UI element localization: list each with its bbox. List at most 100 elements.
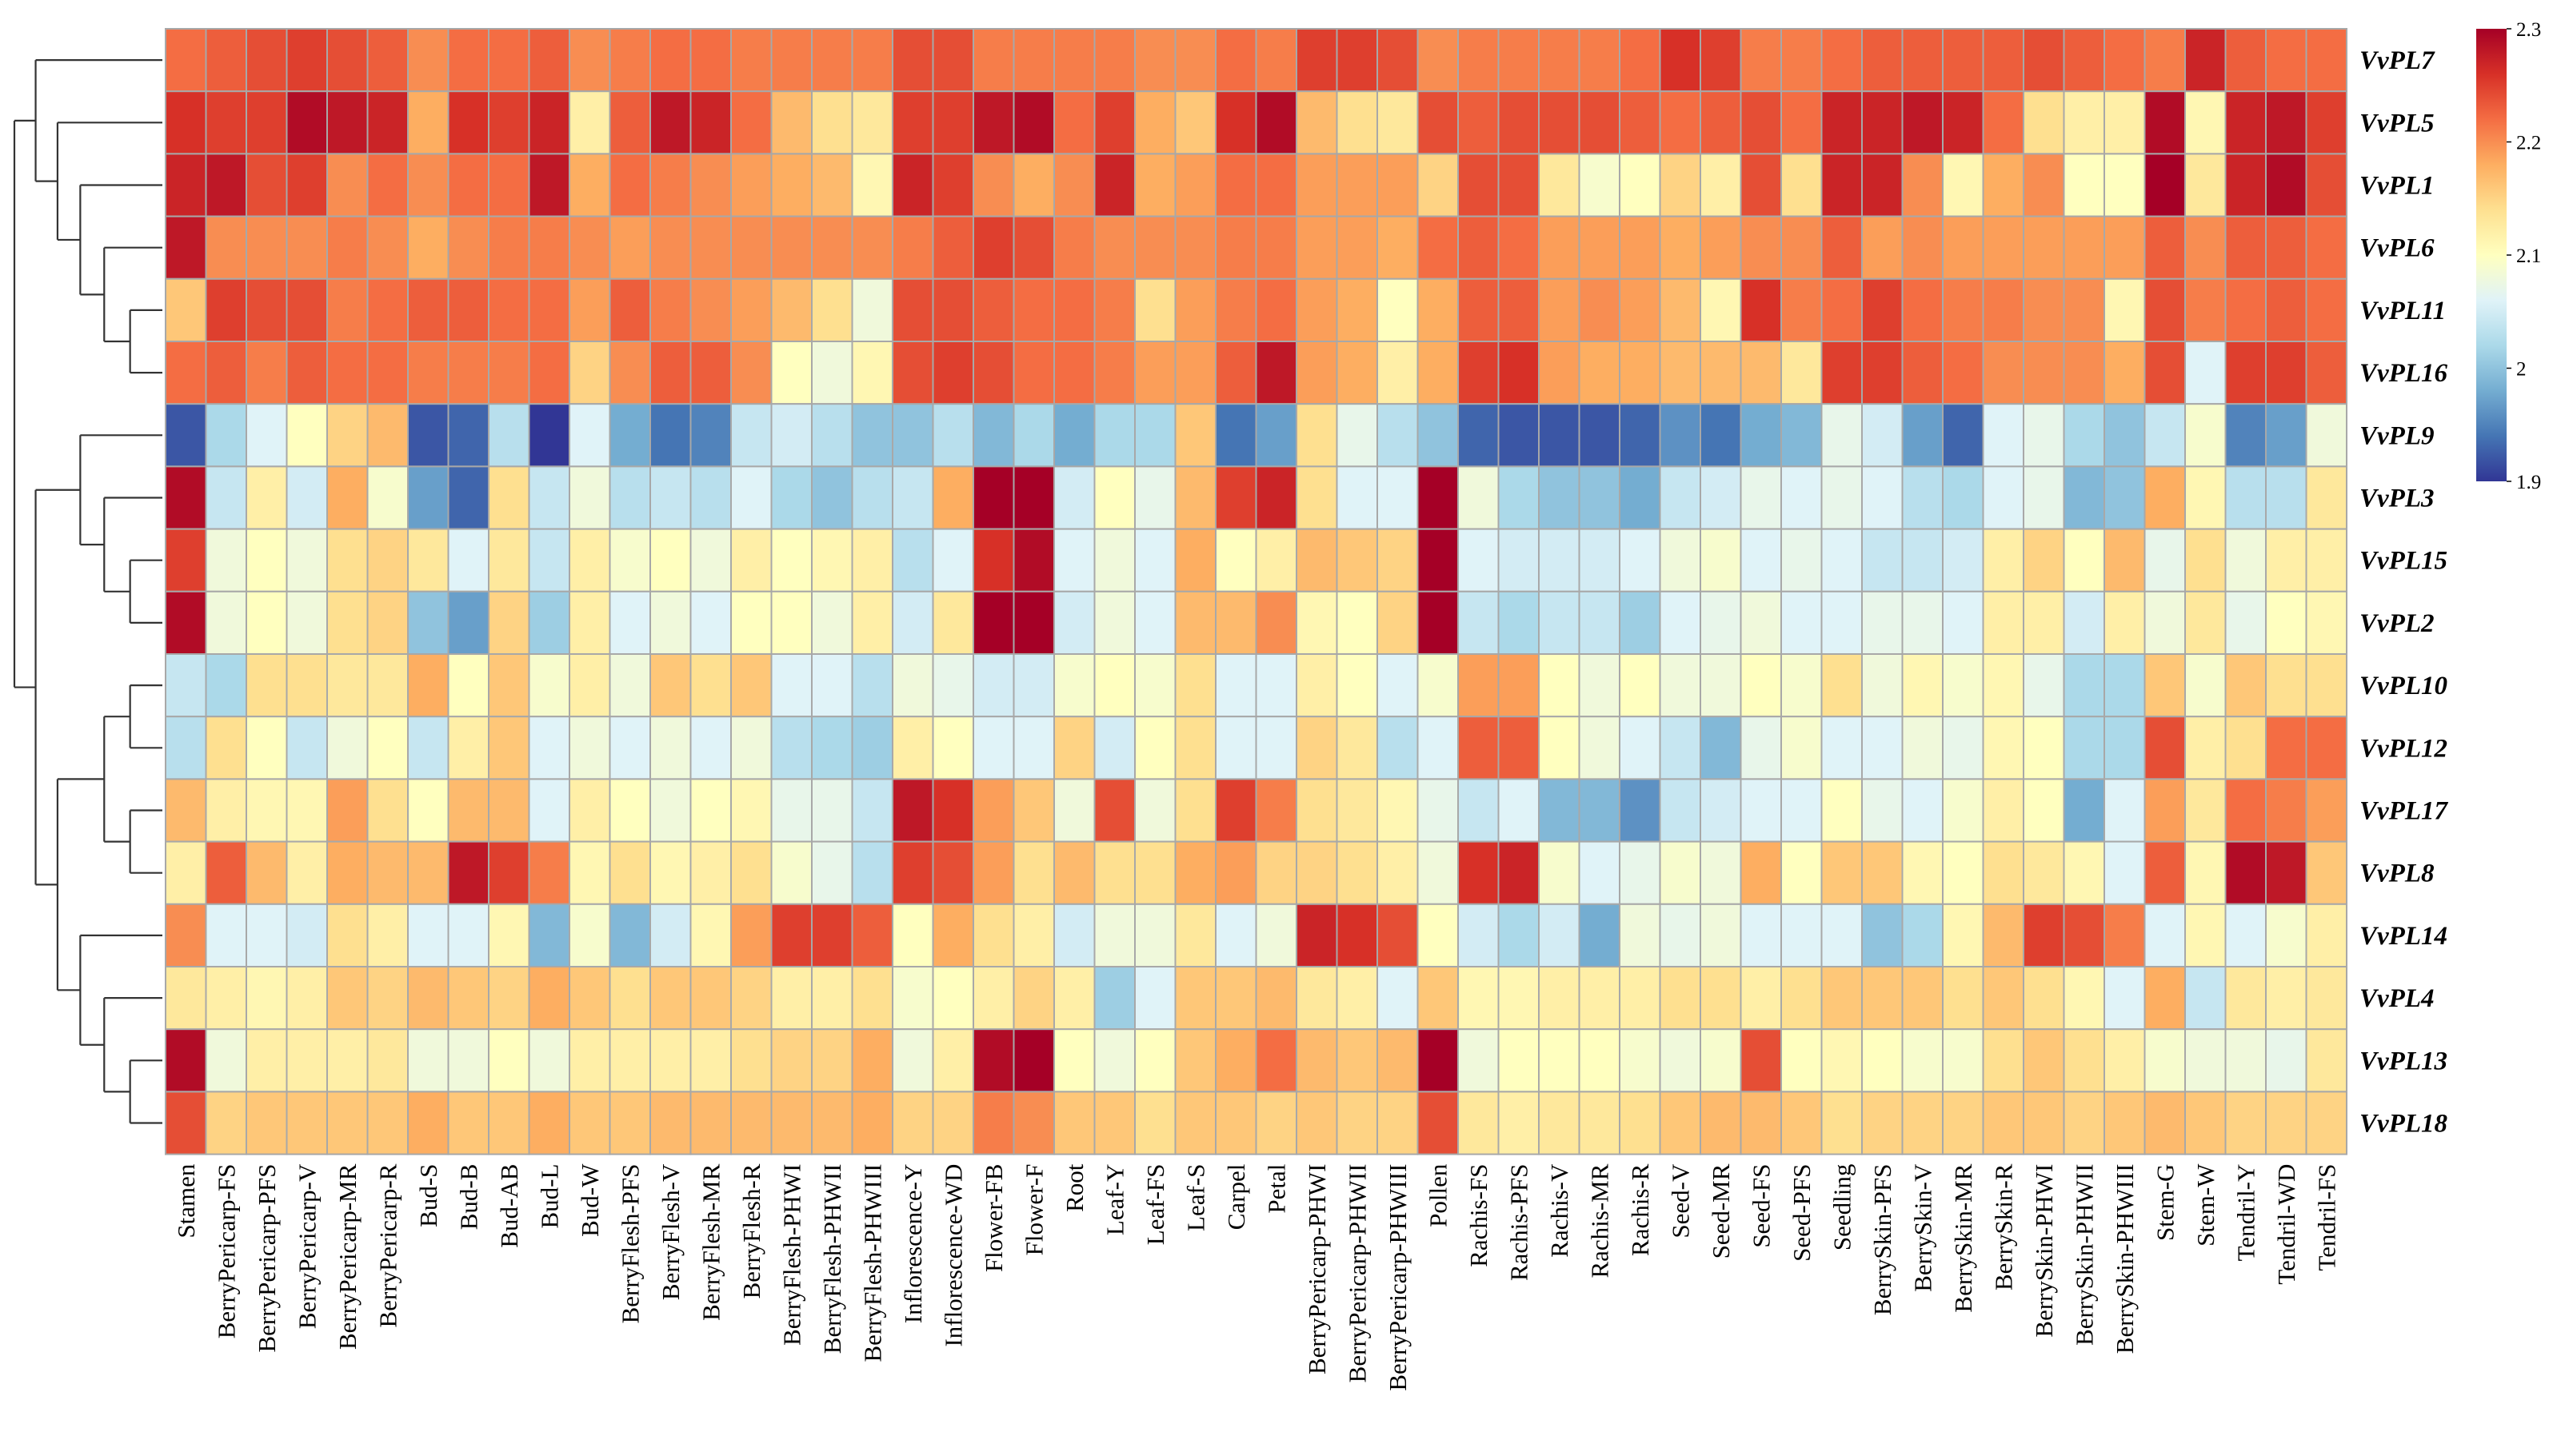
heatmap-cell-VvPL5-BerryFlesh-MR: [689, 90, 732, 155]
heatmap-cell-VvPL14-BerrySkin-PHWI: [2023, 903, 2065, 968]
heatmap-cell-VvPL14-Bud-S: [407, 903, 449, 968]
heatmap-cell-VvPL12-Rachis-PFS: [1497, 716, 1540, 780]
heatmap-cell-VvPL10-BerryFlesh-PHWII: [811, 653, 853, 718]
heatmap-cell-VvPL7-BerryPericarp-PHWIII: [1376, 28, 1419, 93]
column-label-BerryPericarp-PHWIII: BerryPericarp-PHWIII: [1384, 1164, 1412, 1391]
column-label-Rachis-V: Rachis-V: [1545, 1163, 1573, 1258]
heatmap-cell-VvPL15-BerryFlesh-PHWI: [770, 528, 813, 592]
heatmap-cell-VvPL6-BerryPericarp-MR: [326, 215, 369, 280]
heatmap-cell-VvPL18-Seed-FS: [1740, 1091, 1782, 1155]
heatmap-cell-VvPL10-BerryPericarp-PHWIII: [1376, 653, 1419, 718]
heatmap-cell-VvPL5-BerrySkin-PFS: [1861, 90, 1904, 155]
heatmap-cell-VvPL7-BerrySkin-MR: [1942, 28, 1984, 93]
heatmap-cell-VvPL14-BerrySkin-R: [1982, 903, 2024, 968]
heatmap-cell-VvPL5-Seed-FS: [1740, 90, 1782, 155]
heatmap-cell-VvPL13-BerryPericarp-FS: [205, 1028, 247, 1093]
heatmap-cell-VvPL5-BerryPericarp-PHWIII: [1376, 90, 1419, 155]
row-label-VvPL3: VvPL3: [2359, 485, 2434, 513]
heatmap-cell-VvPL13-Stem-W: [2184, 1028, 2227, 1093]
heatmap-cell-VvPL11-BerryFlesh-PFS: [609, 277, 651, 342]
heatmap-cell-VvPL13-Inflorescence-Y: [892, 1028, 934, 1093]
heatmap-cell-VvPL1-Tendril-Y: [2224, 153, 2267, 217]
heatmap-cell-VvPL15-Rachis-FS: [1457, 528, 1500, 592]
heatmap-cell-VvPL9-BerrySkin-PHWIII: [2104, 403, 2146, 468]
heatmap-cell-VvPL11-Carpel: [1215, 277, 1257, 342]
heatmap-cell-VvPL18-Rachis-PFS: [1497, 1091, 1540, 1155]
column-label-Tendril-WD: Tendril-WD: [2272, 1164, 2300, 1285]
heatmap-cell-VvPL13-Bud-AB: [488, 1028, 530, 1093]
heatmap-cell-VvPL17-Petal: [1255, 778, 1297, 843]
heatmap-cell-VvPL15-Inflorescence-Y: [892, 528, 934, 592]
heatmap-cell-VvPL14-BerryPericarp-PFS: [246, 903, 288, 968]
heatmap-cell-VvPL8-BerryPericarp-PFS: [246, 840, 288, 905]
heatmap-cell-VvPL14-Tendril-Y: [2224, 903, 2267, 968]
heatmap-cell-VvPL7-BerrySkin-PFS: [1861, 28, 1904, 93]
heatmap-cell-VvPL9-Seed-PFS: [1780, 403, 1823, 468]
heatmap-cell-VvPL8-Seed-PFS: [1780, 840, 1823, 905]
heatmap-cell-VvPL12-BerryPericarp-PHWI: [1296, 716, 1338, 780]
heatmap-cell-VvPL12-BerryPericarp-FS: [205, 716, 247, 780]
column-label-BerryFlesh-MR: BerryFlesh-MR: [697, 1163, 725, 1321]
heatmap-cell-VvPL17-BerryPericarp-R: [366, 778, 409, 843]
heatmap-cell-VvPL11-Leaf-S: [1174, 277, 1217, 342]
heatmap-cell-VvPL13-Seed-FS: [1740, 1028, 1782, 1093]
heatmap-cell-VvPL14-Inflorescence-Y: [892, 903, 934, 968]
heatmap-cell-VvPL17-BerryPericarp-FS: [205, 778, 247, 843]
heatmap-cell-VvPL5-BerrySkin-PHWIII: [2104, 90, 2146, 155]
heatmap-cell-VvPL16-Petal: [1255, 341, 1297, 405]
heatmap-cell-VvPL13-Tendril-Y: [2224, 1028, 2267, 1093]
heatmap-cell-VvPL4-Leaf-S: [1174, 966, 1217, 1031]
heatmap-cell-VvPL17-Bud-W: [569, 778, 611, 843]
row-label-VvPL13: VvPL13: [2359, 1047, 2447, 1075]
heatmap-cell-VvPL12-Leaf-S: [1174, 716, 1217, 780]
heatmap-cell-VvPL12-BerryFlesh-PFS: [609, 716, 651, 780]
column-label-BerryPericarp-V: BerryPericarp-V: [294, 1163, 322, 1329]
heatmap-cell-VvPL18-Inflorescence-WD: [932, 1091, 974, 1155]
heatmap-cell-VvPL4-BerryPericarp-V: [286, 966, 328, 1031]
heatmap-cell-VvPL2-Flower-F: [1013, 590, 1055, 655]
heatmap-cell-VvPL1-Leaf-FS: [1134, 153, 1177, 217]
heatmap-cell-VvPL13-BerrySkin-V: [1901, 1028, 1944, 1093]
heatmap-cell-VvPL15-Inflorescence-WD: [932, 528, 974, 592]
heatmap-cell-VvPL16-Seedling: [1820, 341, 1863, 405]
heatmap-cell-VvPL16-Carpel: [1215, 341, 1257, 405]
heatmap-cell-VvPL9-Seed-MR: [1700, 403, 1742, 468]
heatmap-cell-VvPL16-Stem-G: [2143, 341, 2186, 405]
heatmap-cell-VvPL15-BerryPericarp-FS: [205, 528, 247, 592]
heatmap-cell-VvPL7-BerryFlesh-MR: [689, 28, 732, 93]
column-label-Seed-MR: Seed-MR: [1707, 1163, 1735, 1259]
heatmap-cell-VvPL5-Root: [1053, 90, 1096, 155]
heatmap-cell-VvPL17-BerryPericarp-PHWI: [1296, 778, 1338, 843]
heatmap-cell-VvPL8-Leaf-S: [1174, 840, 1217, 905]
heatmap-cell-VvPL14-Stem-G: [2143, 903, 2186, 968]
column-label-BerrySkin-PFS: BerrySkin-PFS: [1868, 1164, 1896, 1315]
heatmap-cell-VvPL8-BerrySkin-PHWII: [2063, 840, 2105, 905]
heatmap-cell-VvPL9-Stem-W: [2184, 403, 2227, 468]
heatmap-cell-VvPL10-BerryPericarp-PFS: [246, 653, 288, 718]
heatmap-cell-VvPL14-Leaf-Y: [1093, 903, 1136, 968]
heatmap-cell-VvPL9-BerrySkin-PHWI: [2023, 403, 2065, 468]
heatmap-cell-VvPL14-Rachis-FS: [1457, 903, 1500, 968]
heatmap-cell-VvPL2-Pollen: [1416, 590, 1459, 655]
heatmap-cell-VvPL11-Seedling: [1820, 277, 1863, 342]
heatmap-cell-VvPL16-BerryFlesh-PFS: [609, 341, 651, 405]
heatmap-cell-VvPL7-BerryPericarp-PHWII: [1336, 28, 1378, 93]
heatmap-cell-VvPL7-BerryFlesh-V: [649, 28, 692, 93]
heatmap-cell-VvPL11-Leaf-Y: [1093, 277, 1136, 342]
heatmap-cell-VvPL14-BerryPericarp-FS: [205, 903, 247, 968]
heatmap-cell-VvPL2-BerryFlesh-V: [649, 590, 692, 655]
heatmap-cell-VvPL5-Stem-G: [2143, 90, 2186, 155]
heatmap-cell-VvPL1-Bud-S: [407, 153, 449, 217]
heatmap-cell-VvPL12-Tendril-FS: [2305, 716, 2347, 780]
heatmap-cell-VvPL16-BerryPericarp-PHWIII: [1376, 341, 1419, 405]
heatmap-cell-VvPL4-Bud-W: [569, 966, 611, 1031]
heatmap-cell-VvPL2-BerryPericarp-V: [286, 590, 328, 655]
heatmap-cell-VvPL8-Inflorescence-Y: [892, 840, 934, 905]
heatmap-cell-VvPL4-Tendril-Y: [2224, 966, 2267, 1031]
heatmap-cell-VvPL4-Root: [1053, 966, 1096, 1031]
heatmap-cell-VvPL18-Bud-W: [569, 1091, 611, 1155]
heatmap-cell-VvPL12-BerrySkin-V: [1901, 716, 1944, 780]
heatmap-cell-VvPL8-BerrySkin-PFS: [1861, 840, 1904, 905]
color-legend: 2.3 2.2 2.1 2 1.9: [2476, 19, 2541, 493]
heatmap-cell-VvPL5-Bud-S: [407, 90, 449, 155]
